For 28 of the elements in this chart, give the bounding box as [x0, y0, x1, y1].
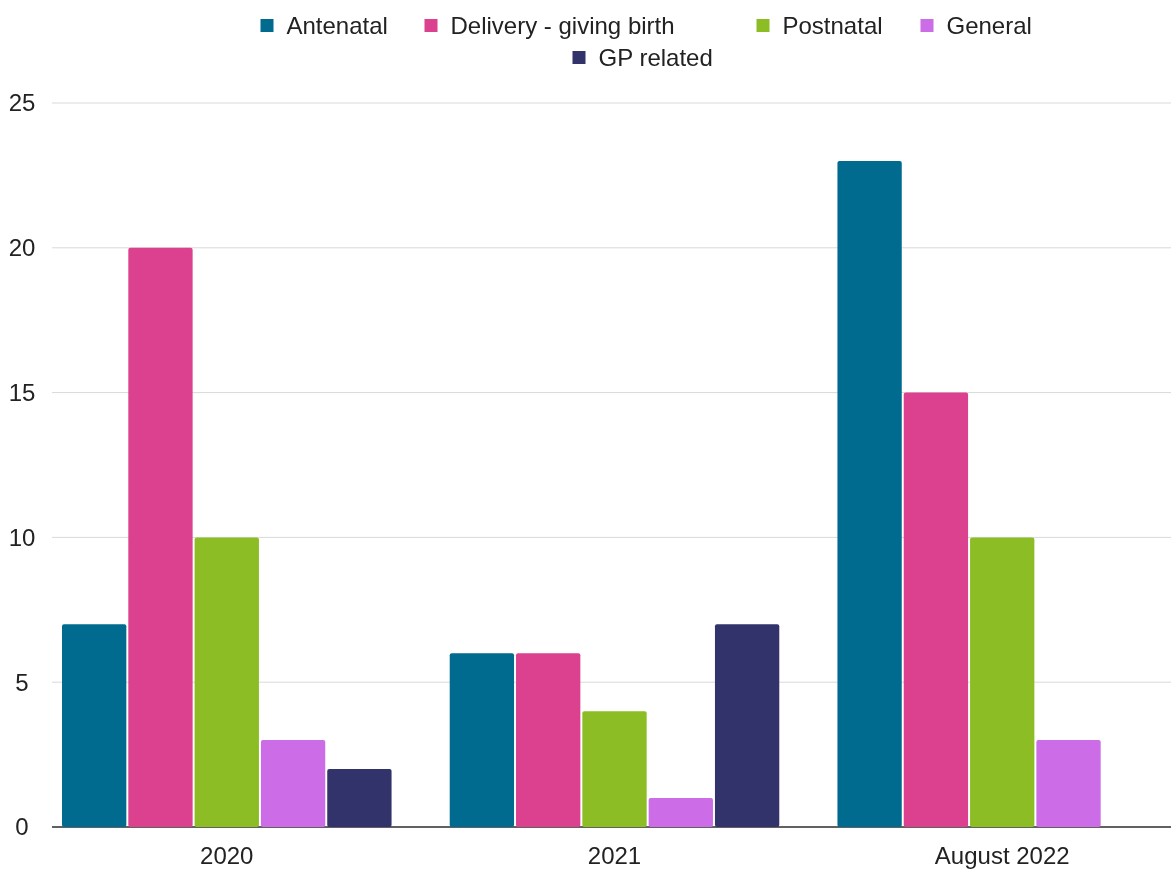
y-tick-label: 0	[15, 813, 29, 841]
x-tick-label: 2020	[200, 842, 254, 869]
legend-label: Antenatal	[286, 12, 388, 40]
bar	[582, 711, 647, 827]
legend-label: Postnatal	[782, 12, 883, 40]
bar	[327, 769, 392, 827]
y-tick-label: 15	[8, 379, 36, 406]
y-tick-label: 10	[8, 523, 36, 551]
bar	[128, 247, 193, 827]
bar	[970, 537, 1035, 827]
bar	[260, 740, 326, 827]
bar	[1036, 740, 1101, 827]
legend-label: GP related	[598, 44, 713, 72]
y-tick-label: 25	[8, 89, 36, 117]
legend-label: Delivery - giving birth	[450, 12, 675, 40]
bar	[449, 653, 515, 827]
bar	[194, 537, 259, 827]
legend-label: General	[946, 12, 1032, 40]
x-tick-label: August 2022	[934, 842, 1070, 869]
y-tick-label: 20	[8, 234, 36, 262]
y-tick-label: 5	[15, 668, 29, 696]
x-tick-label: 2021	[587, 842, 642, 869]
bar	[516, 653, 581, 827]
bar	[62, 624, 127, 827]
bar	[837, 160, 902, 827]
bar	[648, 798, 713, 827]
bar	[714, 624, 780, 827]
bar	[903, 392, 969, 827]
